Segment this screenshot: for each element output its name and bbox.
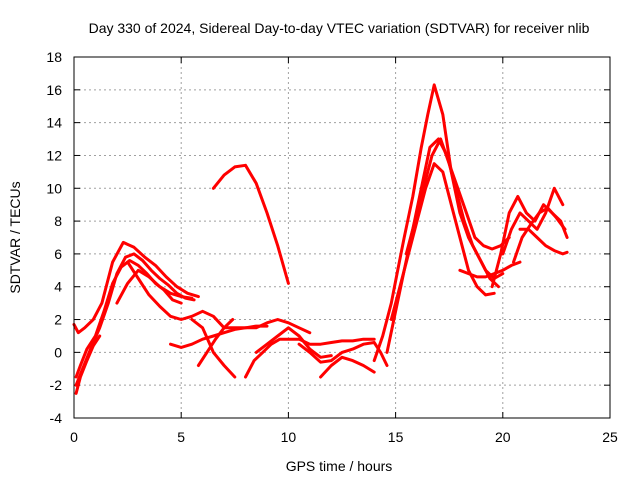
x-tick-label: 10 <box>281 429 297 445</box>
y-tick-label: 18 <box>46 49 62 65</box>
series-arc14 <box>319 355 376 379</box>
series-arc12 <box>254 326 333 359</box>
y-tick-label: 6 <box>54 246 62 262</box>
series-arc2 <box>74 252 196 387</box>
y-tick-label: 2 <box>54 312 62 328</box>
x-tick-label: 20 <box>495 429 511 445</box>
data-series <box>72 83 569 395</box>
series-arc10 <box>211 163 290 285</box>
series-arc19 <box>458 260 522 279</box>
y-tick-label: 12 <box>46 147 62 163</box>
y-tick-label: -2 <box>50 377 63 393</box>
x-tick-label: 25 <box>602 429 618 445</box>
series-arc13 <box>297 341 389 367</box>
series-arc1 <box>72 240 200 335</box>
y-tick-label: 14 <box>46 115 62 131</box>
series-arc17 <box>389 162 496 321</box>
series-arc7 <box>169 318 312 349</box>
y-tick-label: 10 <box>46 180 62 196</box>
series-arc22 <box>512 206 567 264</box>
series-arc5 <box>115 268 194 305</box>
y-tick-label: 4 <box>54 279 62 295</box>
plot-frame <box>73 56 611 419</box>
y-tick-label: 0 <box>54 344 62 360</box>
x-tick-label: 5 <box>177 429 185 445</box>
x-axis-label: GPS time / hours <box>286 458 393 474</box>
series-arc18 <box>404 137 511 256</box>
x-tick-label: 15 <box>388 429 404 445</box>
series-arc21 <box>501 186 565 256</box>
series-arc9 <box>196 318 235 367</box>
x-tick-label: 0 <box>70 429 78 445</box>
grid-lines <box>74 57 610 418</box>
y-tick-label: 8 <box>54 213 62 229</box>
series-arc23 <box>518 227 569 256</box>
series-arc8 <box>190 318 237 379</box>
y-tick-label: -4 <box>50 410 63 426</box>
axis-ticks: 0 5 10 15 20 25 -4 -2 0 2 4 6 8 10 12 14 16 18 <box>46 49 618 445</box>
chart-title: Day 330 of 2024, Sidereal Day-to-day VTE… <box>89 20 590 36</box>
y-axis-label: SDTVAR / TECUs <box>7 181 23 293</box>
series-arc4 <box>74 334 102 395</box>
y-tick-label: 16 <box>46 82 62 98</box>
